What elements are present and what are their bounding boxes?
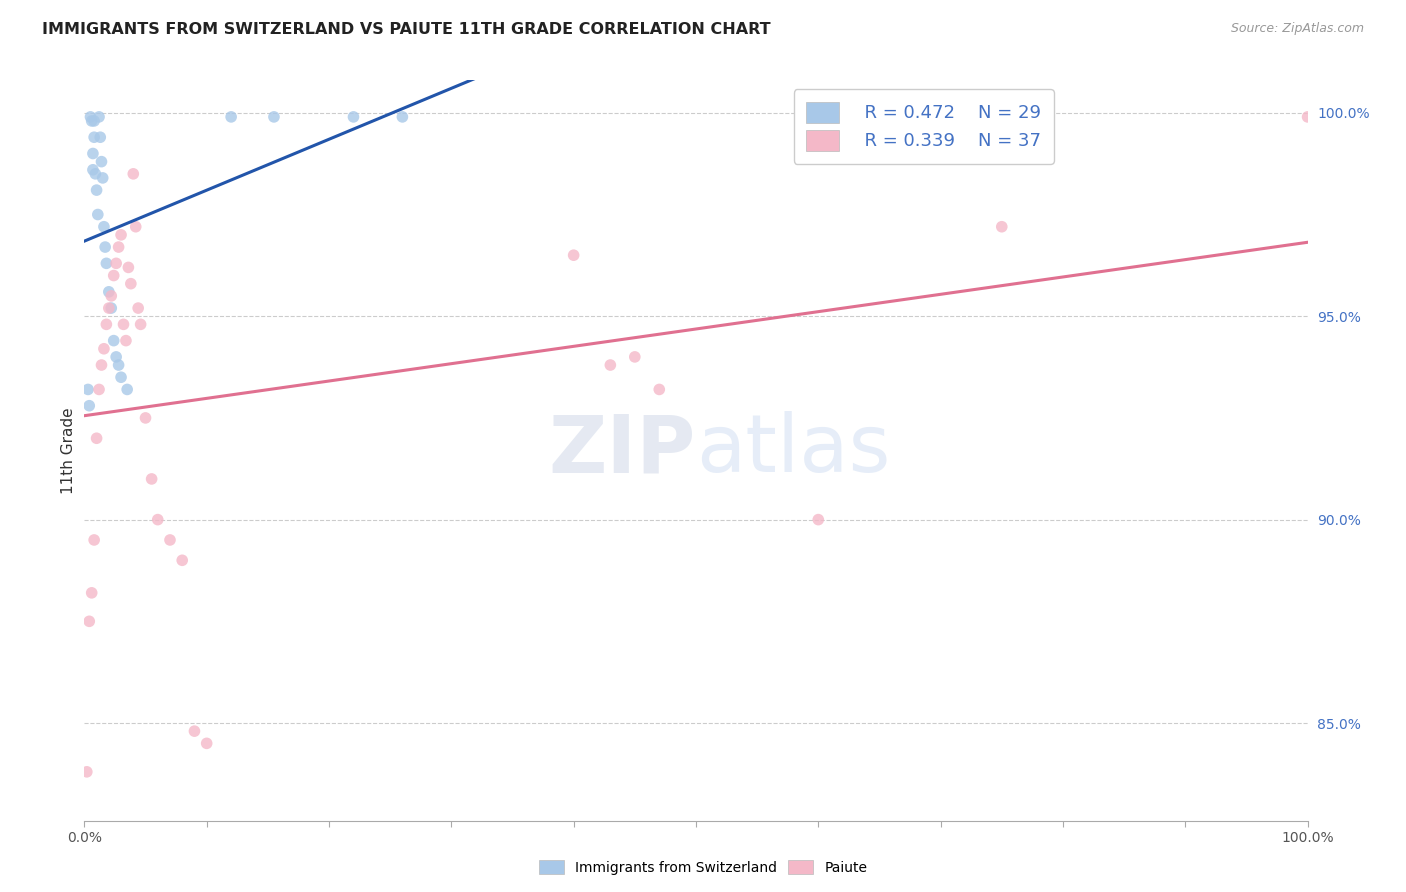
Point (183, 724, 205, 739)
Point (91, 170, 114, 185)
Point (103, 334, 125, 348)
Point (115, 383, 138, 397)
Point (94, 240, 117, 254)
Point (107, 358, 129, 372)
Point (1296, 110, 1319, 124)
Point (86, 183, 108, 197)
Text: atlas: atlas (696, 411, 890, 490)
Text: IMMIGRANTS FROM SWITZERLAND VS PAIUTE 11TH GRADE CORRELATION CHART: IMMIGRANTS FROM SWITZERLAND VS PAIUTE 11… (42, 22, 770, 37)
Point (87, 110, 110, 124)
Point (84, 167, 107, 181)
Legend:   R = 0.472    N = 29,   R = 0.339    N = 37: R = 0.472 N = 29, R = 0.339 N = 37 (793, 89, 1054, 163)
Point (991, 219, 1014, 234)
Point (117, 260, 139, 275)
Point (83, 114, 105, 128)
Point (135, 411, 157, 425)
Point (122, 167, 145, 181)
Point (79, 110, 101, 124)
Point (219, 110, 242, 124)
Point (77, 399, 100, 413)
Point (172, 553, 194, 567)
Point (112, 318, 135, 332)
Point (93, 219, 115, 234)
Point (100, 289, 122, 303)
Point (77, 383, 100, 397)
Point (107, 240, 129, 254)
Point (97, 301, 120, 315)
Point (110, 370, 132, 384)
Point (80, 114, 103, 128)
Point (100, 301, 122, 315)
Point (83, 533, 105, 547)
Text: Source: ZipAtlas.com: Source: ZipAtlas.com (1230, 22, 1364, 36)
Legend: Immigrants from Switzerland, Paiute: Immigrants from Switzerland, Paiute (533, 855, 873, 880)
Point (87, 383, 110, 397)
Point (110, 227, 132, 242)
Point (80, 586, 103, 600)
Point (125, 219, 148, 234)
Point (391, 110, 413, 124)
Point (120, 277, 142, 291)
Point (807, 513, 830, 527)
Point (82, 162, 104, 177)
Point (86, 431, 108, 445)
Point (115, 334, 138, 348)
Point (599, 358, 621, 372)
Point (648, 383, 671, 397)
Point (195, 736, 218, 750)
Point (263, 110, 285, 124)
Point (93, 342, 115, 356)
Point (342, 110, 364, 124)
Point (159, 533, 181, 547)
Point (82, 146, 104, 161)
Point (96, 318, 118, 332)
Point (90, 358, 112, 372)
Point (83, 130, 105, 145)
Y-axis label: 11th Grade: 11th Grade (60, 407, 76, 494)
Point (87, 207, 110, 221)
Point (129, 318, 152, 332)
Point (89, 130, 111, 145)
Point (141, 472, 163, 486)
Point (105, 256, 128, 270)
Point (103, 268, 125, 283)
Point (562, 248, 585, 262)
Point (90, 154, 112, 169)
Point (127, 301, 149, 315)
Point (624, 350, 647, 364)
Point (105, 350, 128, 364)
Text: ZIP: ZIP (548, 411, 696, 490)
Point (77, 615, 100, 629)
Point (97, 285, 120, 299)
Point (76, 764, 98, 779)
Point (146, 513, 169, 527)
Point (96, 256, 118, 270)
